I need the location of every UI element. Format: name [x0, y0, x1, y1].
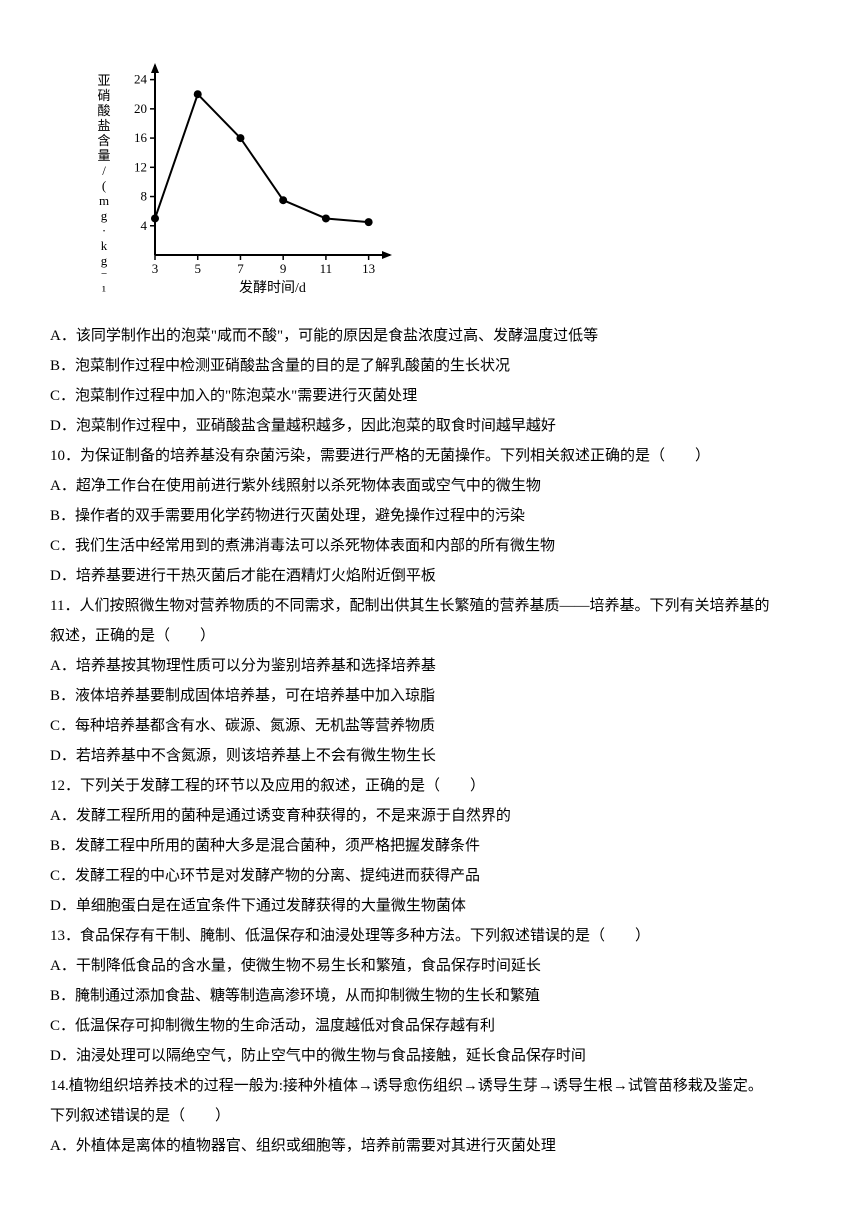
option-14-A: A．外植体是离体的植物器官、组织或细胞等，培养前需要对其进行灭菌处理 [50, 1131, 810, 1161]
option-11-A: A．培养基按其物理性质可以分为鉴别培养基和选择培养基 [50, 651, 810, 681]
option-13-C: C．低温保存可抑制微生物的生命活动，温度越低对食品保存越有利 [50, 1011, 810, 1041]
svg-text:8: 8 [141, 189, 148, 204]
question-11-stem-l1: 11．人们按照微生物对营养物质的不同需求，配制出供其生长繁殖的营养基质——培养基… [50, 591, 810, 621]
question-11-stem-l2: 叙述，正确的是（ ） [50, 621, 810, 651]
option-9-C: C．泡菜制作过程中加入的"陈泡菜水"需要进行灭菌处理 [50, 381, 810, 411]
option-10-B: B．操作者的双手需要用化学药物进行灭菌处理，避免操作过程中的污染 [50, 501, 810, 531]
svg-text:16: 16 [134, 130, 148, 145]
option-11-B: B．液体培养基要制成固体培养基，可在培养基中加入琼脂 [50, 681, 810, 711]
svg-text:量: 量 [97, 148, 110, 163]
svg-text:g: g [101, 253, 108, 268]
question-14-stem-l1: 14.植物组织培养技术的过程一般为:接种外植体→诱导愈伤组织→诱导生芽→诱导生根… [50, 1071, 810, 1101]
option-9-B: B．泡菜制作过程中检测亚硝酸盐含量的目的是了解乳酸菌的生长状况 [50, 351, 810, 381]
svg-text:3: 3 [152, 261, 159, 276]
svg-text:): ) [102, 298, 106, 300]
svg-text:13: 13 [362, 261, 375, 276]
option-12-A: A．发酵工程所用的菌种是通过诱变育种获得的，不是来源于自然界的 [50, 801, 810, 831]
option-11-C: C．每种培养基都含有水、碳源、氮源、无机盐等营养物质 [50, 711, 810, 741]
svg-text:(: ( [102, 178, 106, 193]
question-12-stem: 12．下列关于发酵工程的环节以及应用的叙述，正确的是（ ） [50, 771, 810, 801]
svg-text:·: · [102, 223, 106, 238]
chart-svg: 481216202435791113发酵时间/d亚硝酸盐含量/(mg·kg⁻¹) [90, 50, 410, 300]
option-11-D: D．若培养基中不含氮源，则该培养基上不会有微生物生长 [50, 741, 810, 771]
svg-text:¹: ¹ [102, 283, 106, 298]
option-12-B: B．发酵工程中所用的菌种大多是混合菌种，须严格把握发酵条件 [50, 831, 810, 861]
svg-text:硝: 硝 [97, 88, 110, 103]
option-10-C: C．我们生活中经常用到的煮沸消毒法可以杀死物体表面和内部的所有微生物 [50, 531, 810, 561]
svg-text:亚: 亚 [97, 73, 110, 88]
question-13-stem: 13．食品保存有干制、腌制、低温保存和油浸处理等多种方法。下列叙述错误的是（ ） [50, 921, 810, 951]
svg-text:11: 11 [320, 261, 333, 276]
svg-text:m: m [99, 193, 109, 208]
nitrite-chart: 481216202435791113发酵时间/d亚硝酸盐含量/(mg·kg⁻¹) [90, 50, 810, 311]
option-13-B: B．腌制通过添加食盐、糖等制造高渗环境，从而抑制微生物的生长和繁殖 [50, 981, 810, 1011]
question-14-stem-l2: 下列叙述错误的是（ ） [50, 1101, 810, 1131]
svg-text:7: 7 [237, 261, 244, 276]
svg-text:5: 5 [194, 261, 201, 276]
svg-text:含: 含 [97, 133, 110, 148]
option-12-C: C．发酵工程的中心环节是对发酵产物的分离、提纯进而获得产品 [50, 861, 810, 891]
svg-text:12: 12 [134, 159, 147, 174]
question-10-stem: 10．为保证制备的培养基没有杂菌污染，需要进行严格的无菌操作。下列相关叙述正确的… [50, 441, 810, 471]
svg-text:9: 9 [280, 261, 287, 276]
svg-text:⁻: ⁻ [101, 268, 108, 283]
option-9-D: D．泡菜制作过程中，亚硝酸盐含量越积越多，因此泡菜的取食时间越早越好 [50, 411, 810, 441]
svg-text:盐: 盐 [97, 118, 110, 133]
option-10-D: D．培养基要进行干热灭菌后才能在酒精灯火焰附近倒平板 [50, 561, 810, 591]
option-12-D: D．单细胞蛋白是在适宜条件下通过发酵获得的大量微生物菌体 [50, 891, 810, 921]
svg-text:g: g [101, 208, 108, 223]
svg-text:4: 4 [141, 218, 148, 233]
option-9-A: A．该同学制作出的泡菜"咸而不酸"，可能的原因是食盐浓度过高、发酵温度过低等 [50, 321, 810, 351]
svg-text:24: 24 [134, 72, 148, 87]
svg-text:/: / [102, 163, 106, 178]
svg-text:发酵时间/d: 发酵时间/d [239, 280, 306, 296]
option-13-D: D．油浸处理可以隔绝空气，防止空气中的微生物与食品接触，延长食品保存时间 [50, 1041, 810, 1071]
svg-text:酸: 酸 [97, 103, 110, 118]
svg-text:k: k [101, 238, 108, 253]
option-10-A: A．超净工作台在使用前进行紫外线照射以杀死物体表面或空气中的微生物 [50, 471, 810, 501]
option-13-A: A．干制降低食品的含水量，使微生物不易生长和繁殖，食品保存时间延长 [50, 951, 810, 981]
svg-text:20: 20 [134, 101, 147, 116]
